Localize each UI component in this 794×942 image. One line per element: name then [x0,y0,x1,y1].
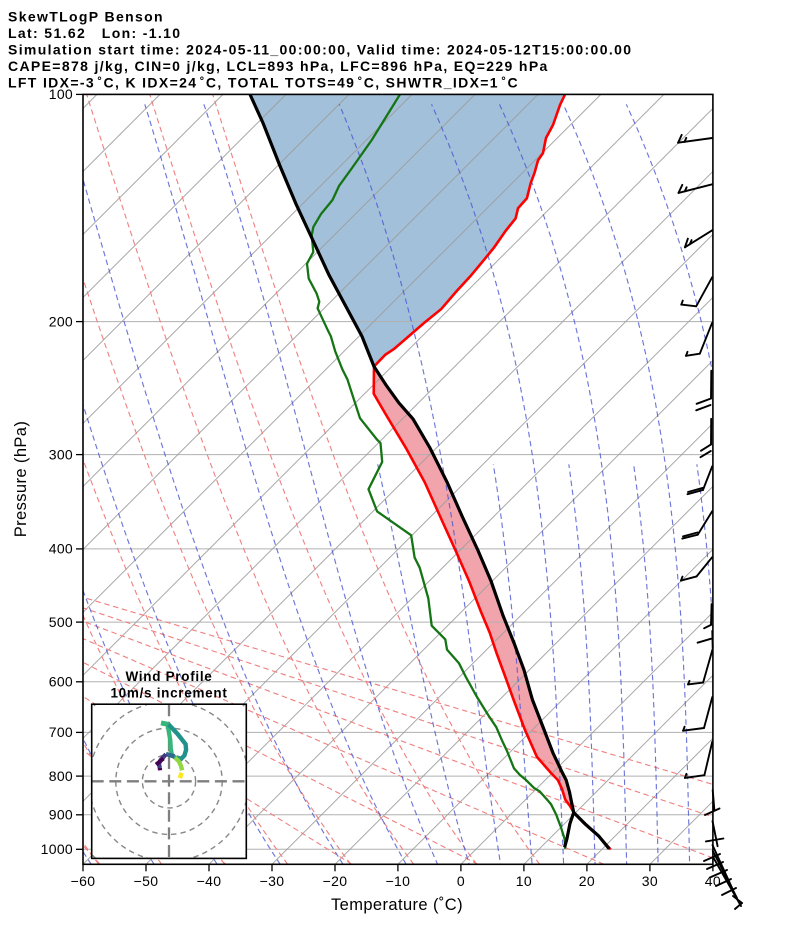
svg-text:−10: −10 [386,873,411,889]
svg-text:Simulation start time: 2024-05: Simulation start time: 2024-05-11_00:00:… [8,42,632,58]
svg-text:−60: −60 [71,873,96,889]
svg-text:300: 300 [49,446,73,462]
svg-text:−40: −40 [197,873,222,889]
svg-text:0: 0 [457,873,465,889]
svg-text:200: 200 [49,313,73,329]
svg-text:−50: −50 [134,873,159,889]
svg-text:LFT IDX=-3 ˚C, K IDX=24 ˚C, TO: LFT IDX=-3 ˚C, K IDX=24 ˚C, TOTAL TOTS=4… [8,75,519,91]
svg-text:1000: 1000 [41,841,73,857]
svg-text:Wind Profile: Wind Profile [125,669,212,684]
svg-text:SkewTLogP Benson: SkewTLogP Benson [8,9,164,25]
svg-text:30: 30 [642,873,658,889]
svg-text:10: 10 [516,873,532,889]
svg-text:900: 900 [49,807,73,823]
svg-text:600: 600 [49,674,73,690]
svg-text:700: 700 [49,724,73,740]
svg-text:Lat: 51.62 Lon: -1.10: Lat: 51.62 Lon: -1.10 [8,25,181,41]
svg-text:400: 400 [49,541,73,557]
svg-text:Pressure (hPa): Pressure (hPa) [12,421,30,538]
svg-text:CAPE=878 j/kg, CIN=0 j/kg, LCL: CAPE=878 j/kg, CIN=0 j/kg, LCL=893 hPa, … [8,58,549,74]
svg-text:500: 500 [49,614,73,630]
svg-text:Temperature (˚C): Temperature (˚C) [331,896,463,914]
svg-text:−30: −30 [260,873,285,889]
svg-text:20: 20 [579,873,595,889]
svg-text:10m/s increment: 10m/s increment [110,686,227,701]
svg-text:−20: −20 [323,873,348,889]
svg-text:800: 800 [49,768,73,784]
